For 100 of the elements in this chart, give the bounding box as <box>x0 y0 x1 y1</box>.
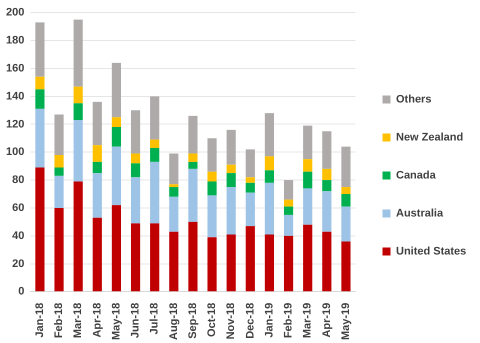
bar <box>150 162 160 224</box>
y-tick-label: 160 <box>6 62 24 74</box>
bar <box>112 127 122 147</box>
bar <box>207 237 217 292</box>
bar <box>188 162 198 169</box>
bar <box>207 172 217 182</box>
bar <box>74 103 83 120</box>
x-tick-label: May-19 <box>340 302 352 340</box>
x-tick-label: Dec-18 <box>244 302 256 339</box>
bar <box>54 208 64 292</box>
bar <box>74 120 83 182</box>
bar <box>92 102 102 146</box>
y-tick-label: 200 <box>6 6 24 19</box>
x-tick-label: Feb-19 <box>282 302 295 338</box>
bar <box>112 62 122 118</box>
bar <box>188 116 198 154</box>
bar <box>264 234 274 292</box>
y-tick-label: 100 <box>6 146 24 158</box>
bar <box>207 138 217 172</box>
bar <box>341 206 351 242</box>
bar <box>207 181 217 196</box>
bar <box>322 180 332 192</box>
bar <box>130 163 140 178</box>
bar <box>246 182 255 193</box>
bar <box>226 130 236 165</box>
bar <box>92 218 102 292</box>
bar <box>35 22 45 77</box>
bar <box>341 241 351 292</box>
bar <box>169 187 178 197</box>
bar <box>150 223 160 292</box>
bar <box>130 110 140 154</box>
x-tick-label: Apr-18 <box>91 302 104 338</box>
bar <box>54 176 64 208</box>
y-tick-label: 40 <box>12 230 24 242</box>
bar <box>322 232 332 292</box>
y-tick-label: 20 <box>12 258 24 270</box>
bar <box>54 168 64 176</box>
y-tick-label: 140 <box>6 90 24 102</box>
bar <box>246 177 255 183</box>
bar <box>284 236 294 292</box>
bar <box>35 76 45 90</box>
bar <box>92 173 102 218</box>
y-tick-label: 120 <box>6 118 24 130</box>
bar <box>112 117 122 128</box>
bar <box>92 162 102 174</box>
bar <box>322 168 332 180</box>
bar <box>284 180 294 200</box>
legend-label: Others <box>396 94 432 106</box>
y-tick-label: 0 <box>18 286 24 298</box>
bar <box>226 234 236 292</box>
bar <box>341 187 351 194</box>
x-tick-label: Jul-18 <box>148 302 161 334</box>
x-tick-label: Apr-19 <box>320 302 333 338</box>
bar <box>246 192 255 226</box>
bar <box>188 154 198 162</box>
x-tick-label: Jun-18 <box>130 302 142 338</box>
legend-label: New Zealand <box>396 132 464 144</box>
bar <box>150 96 160 140</box>
bar <box>341 146 351 188</box>
bar <box>188 222 198 292</box>
bar <box>264 113 274 156</box>
x-tick-label: May-18 <box>110 302 122 340</box>
bar <box>169 184 178 188</box>
bar <box>226 187 236 234</box>
x-tick-label: Aug-18 <box>168 302 180 340</box>
bar <box>74 181 83 292</box>
bar <box>264 170 274 183</box>
bar <box>130 154 140 164</box>
x-tick-label: Jan-19 <box>263 302 276 338</box>
legend-label: Canada <box>396 170 437 182</box>
y-tick-label: 60 <box>12 202 24 214</box>
bar <box>284 214 294 236</box>
y-tick-label: 80 <box>12 174 24 186</box>
bar <box>322 131 332 169</box>
bar <box>284 206 294 215</box>
bar <box>188 168 198 222</box>
bar <box>207 195 217 238</box>
legend-label: United States <box>396 246 466 258</box>
bar <box>112 146 122 206</box>
x-tick-label: Jan-18 <box>34 302 46 338</box>
bar <box>322 191 332 232</box>
bar <box>54 154 64 168</box>
bar <box>226 164 236 174</box>
bar <box>246 149 255 178</box>
bar <box>341 194 351 207</box>
bar <box>150 140 160 148</box>
bar <box>169 196 178 232</box>
x-tick-label: Sep-18 <box>186 302 199 339</box>
bar <box>264 156 274 170</box>
bar <box>303 159 312 172</box>
bar <box>54 114 64 155</box>
x-tick-label: Oct-18 <box>206 302 218 337</box>
bar <box>246 226 255 292</box>
bar <box>130 177 140 224</box>
bar <box>35 89 45 109</box>
bar <box>130 223 140 292</box>
bar <box>303 188 312 225</box>
bar <box>35 108 45 168</box>
x-tick-label: Feb-18 <box>53 302 66 338</box>
y-tick-label: 180 <box>6 34 24 47</box>
